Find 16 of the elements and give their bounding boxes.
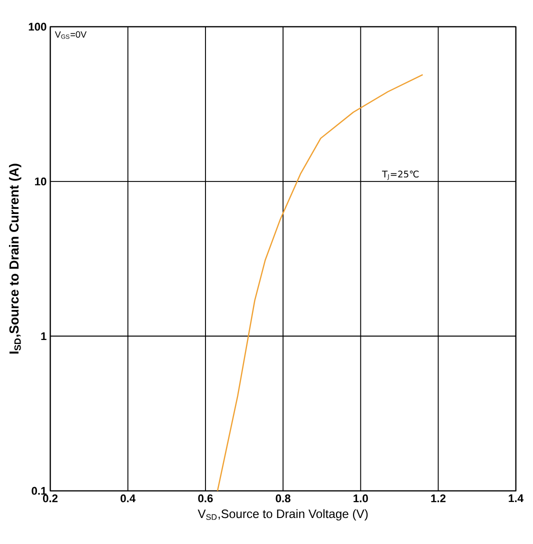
- y-tick-label: 100: [29, 22, 47, 31]
- x-tick-label: 0.4: [120, 494, 136, 502]
- x-tick-label: 0.2: [43, 494, 58, 502]
- line-series: [217, 74, 424, 492]
- y-tick-label: 1: [41, 332, 47, 340]
- y-tick-label: 0.1: [32, 486, 47, 495]
- x-tick-label: 1.0: [354, 494, 368, 502]
- annotation: V$_{GS}$=0V: [55, 31, 87, 39]
- x-axis-title: V$_{SD}$,Source to Drain Voltage (V): [198, 509, 368, 521]
- x-tick-label: 1.4: [509, 494, 524, 502]
- x-tick-label: 1.2: [431, 494, 446, 502]
- x-tick-label: 0.8: [276, 494, 291, 502]
- annotation: T$_{J}$=25℃: [382, 170, 419, 180]
- y-axis-title: I$_{SD}$,Source to Drain Current (A): [9, 164, 22, 354]
- x-tick-label: 0.6: [198, 494, 214, 502]
- y-tick-label: 10: [35, 178, 47, 186]
